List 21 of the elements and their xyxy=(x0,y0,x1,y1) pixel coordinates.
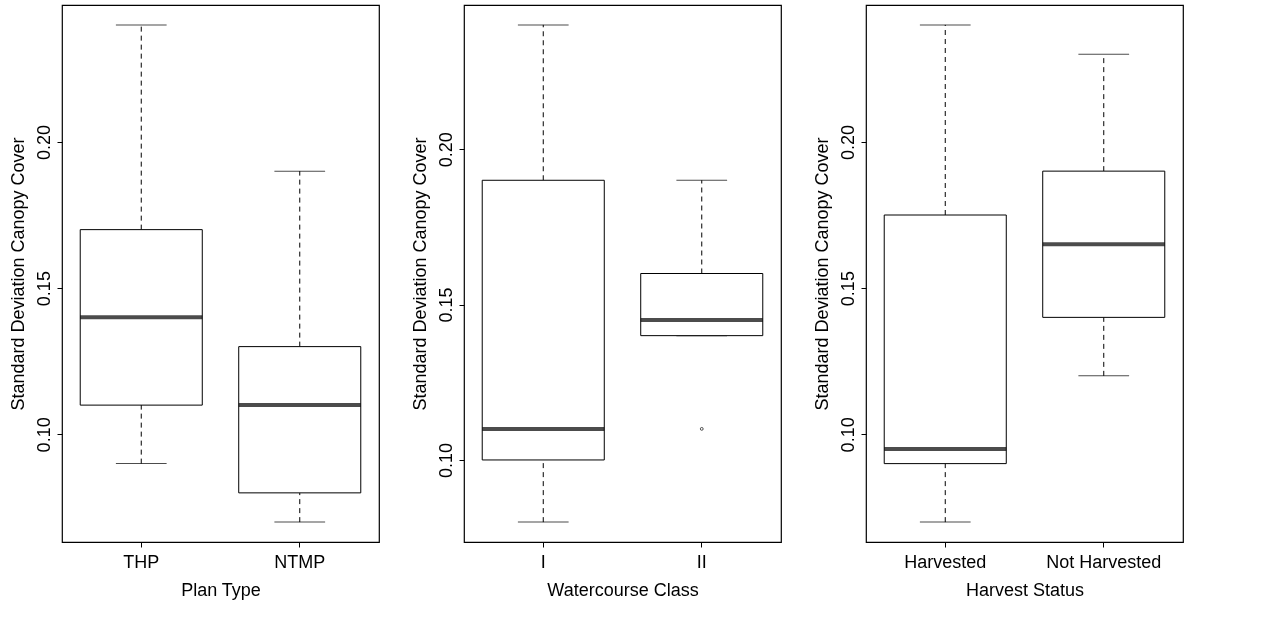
x-axis-title: Plan Type xyxy=(181,579,261,600)
x-tick-label: Harvested xyxy=(904,551,987,572)
y-tick-label: 0.15 xyxy=(33,271,54,307)
x-axis-title: Watercourse Class xyxy=(547,579,699,600)
y-axis-title: Standard Deviation Canopy Cover xyxy=(811,137,832,411)
x-tick-label: NTMP xyxy=(274,551,326,572)
y-tick-label: 0.20 xyxy=(33,124,54,160)
y-tick-label: 0.10 xyxy=(33,417,54,453)
x-tick-label: I xyxy=(540,551,546,572)
x-tick-label: II xyxy=(696,551,707,572)
x-tick-label: THP xyxy=(123,551,160,572)
x-axis-title: Harvest Status xyxy=(965,579,1085,600)
y-tick-label: 0.20 xyxy=(837,124,858,160)
y-tick-label: 0.15 xyxy=(837,271,858,307)
x-tick-label: Not Harvested xyxy=(1046,551,1162,572)
y-tick-label: 0.10 xyxy=(837,417,858,453)
y-tick-label: 0.10 xyxy=(435,442,456,478)
y-axis-title: Standard Deviation Canopy Cover xyxy=(409,137,430,411)
y-axis-title: Standard Deviation Canopy Cover xyxy=(7,137,28,411)
y-tick-label: 0.15 xyxy=(435,287,456,323)
y-tick-label: 0.20 xyxy=(435,132,456,168)
